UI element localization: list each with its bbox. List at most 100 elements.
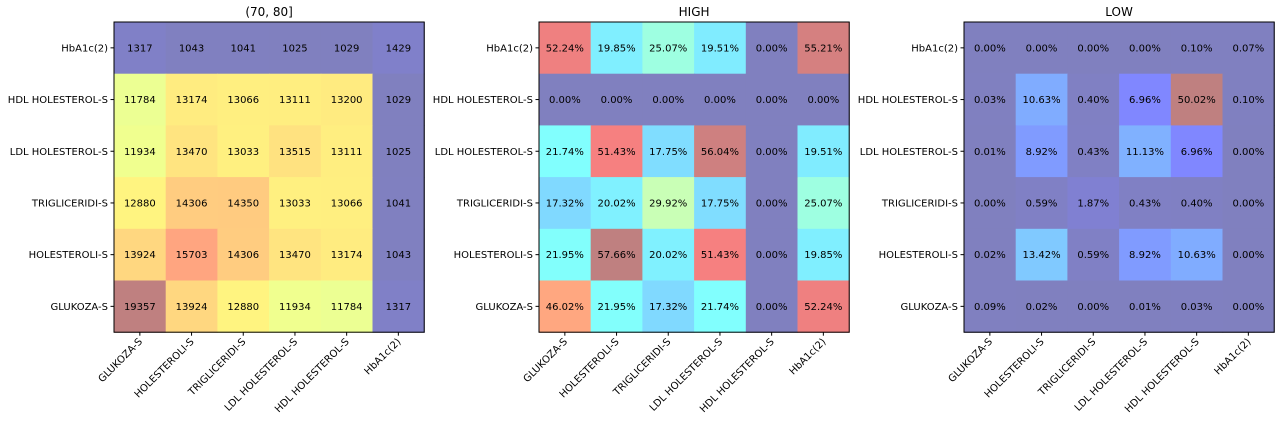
heatmap-cell [539, 177, 592, 230]
heatmap-cell [165, 125, 218, 178]
heatmap-cell [694, 177, 747, 230]
cell-value-label: 0.59% [1077, 250, 1109, 261]
heatmap-cell [1015, 228, 1068, 282]
cell-value-label: 0.59% [1026, 198, 1058, 209]
heatmap-cell [320, 125, 374, 178]
heatmap-cell [114, 73, 167, 126]
heatmap-cell [745, 280, 799, 333]
cell-value-label: 0.10% [1181, 43, 1213, 54]
heatmap-cell [642, 280, 695, 333]
cell-value-label: 17.75% [701, 198, 739, 209]
heatmap-cell [165, 177, 218, 230]
heatmap-cell [269, 73, 322, 126]
cell-value-label: 13111 [279, 95, 311, 106]
cell-value-label: 46.02% [546, 302, 584, 313]
cell-value-label: 0.00% [756, 147, 788, 158]
cell-value-label: 12880 [227, 302, 259, 313]
heatmap-cell [590, 73, 643, 126]
heatmap-cell [694, 125, 747, 178]
plot-frame [963, 21, 1275, 333]
cell-value-label: 1317 [386, 302, 411, 313]
cell-value-label: 50.02% [1178, 95, 1216, 106]
panel-title: LOW [1105, 5, 1133, 19]
heatmap-cell [1067, 73, 1120, 126]
heatmap-cell [217, 22, 270, 75]
cell-value-label: 21.74% [546, 147, 584, 158]
heatmap-cell [372, 73, 425, 126]
heatmap-cell [114, 228, 167, 282]
y-tick-label: HbA1c(2) [61, 43, 108, 54]
y-tick-label: TRIGLICERIDI-S [31, 198, 108, 209]
cell-value-label: 29.92% [649, 198, 687, 209]
y-tick-label: HDL HOLESTEROL-S [858, 95, 958, 106]
cell-value-label: 0.09% [974, 302, 1006, 313]
cell-value-label: 0.01% [1129, 302, 1161, 313]
heatmap-cell [1222, 280, 1275, 333]
cell-value-label: 1029 [334, 43, 359, 54]
cell-value-label: 19.51% [701, 43, 739, 54]
cell-value-label: 13.42% [1022, 250, 1060, 261]
cell-value-label: 0.00% [756, 198, 788, 209]
y-tick-label: GLUKOZA-S [51, 302, 108, 313]
cell-value-label: 0.00% [601, 95, 633, 106]
y-tick-label: HbA1c(2) [486, 43, 533, 54]
cell-value-label: 21.95% [546, 250, 584, 261]
cell-value-label: 0.00% [1077, 302, 1109, 313]
cell-value-label: 1429 [386, 43, 411, 54]
cell-value-label: 0.02% [974, 250, 1006, 261]
heatmap-cell [165, 280, 218, 333]
cell-value-label: 15703 [176, 250, 208, 261]
heatmap-cell [114, 125, 167, 178]
heatmap-cell [320, 22, 374, 75]
cell-value-label: 0.43% [1077, 147, 1109, 158]
heatmap-cell [372, 177, 425, 230]
cell-value-label: 13470 [176, 147, 208, 158]
y-tick-label: LDL HOLESTEROL-S [435, 147, 533, 158]
heatmap-cell [217, 125, 270, 178]
cell-value-label: 56.04% [701, 147, 739, 158]
heatmap-cell [539, 125, 592, 178]
cell-value-label: 25.07% [804, 198, 842, 209]
cell-value-label: 12880 [124, 198, 156, 209]
heatmap-cell [165, 22, 218, 75]
heatmap-cell [1067, 125, 1120, 178]
heatmap-cell [114, 280, 167, 333]
heatmap-cell [539, 73, 592, 126]
cell-value-label: 6.96% [1181, 147, 1213, 158]
cell-value-label: 13174 [176, 95, 208, 106]
heatmap-cell [694, 280, 747, 333]
cell-value-label: 25.07% [649, 43, 687, 54]
cell-value-label: 1043 [179, 43, 204, 54]
cell-value-label: 51.43% [701, 250, 739, 261]
heatmap-cell [1015, 280, 1068, 333]
heatmap-cell [642, 228, 695, 282]
heatmap-cell [320, 177, 374, 230]
heatmap-cell [217, 73, 270, 126]
cell-value-label: 1043 [386, 250, 411, 261]
heatmap-cell [1170, 125, 1224, 178]
cell-value-label: 13924 [176, 302, 208, 313]
cell-value-label: 0.00% [756, 302, 788, 313]
cell-value-label: 1025 [282, 43, 307, 54]
heatmap-cell [1119, 73, 1172, 126]
cell-value-label: 13066 [331, 198, 363, 209]
heatmap-cell [964, 125, 1017, 178]
cell-value-label: 13174 [331, 250, 363, 261]
heatmap-cell [1119, 280, 1172, 333]
plot-frame [113, 21, 425, 333]
cell-value-label: 0.02% [1026, 302, 1058, 313]
heatmap-cell [964, 73, 1017, 126]
cell-value-label: 11784 [124, 95, 156, 106]
heatmap-cell [964, 280, 1017, 333]
cell-value-label: 0.00% [652, 95, 684, 106]
heatmap-cell [539, 280, 592, 333]
cell-value-label: 20.02% [597, 198, 635, 209]
heatmap-cell [114, 177, 167, 230]
heatmap-cell [217, 228, 270, 282]
cell-value-label: 11.13% [1126, 147, 1164, 158]
y-tick-label: LDL HOLESTEROL-S [860, 147, 958, 158]
heatmap-cell [269, 177, 322, 230]
cell-value-label: 11934 [124, 147, 156, 158]
heatmap-cell [1067, 228, 1120, 282]
y-tick-label: HOLESTEROLI-S [454, 250, 533, 261]
